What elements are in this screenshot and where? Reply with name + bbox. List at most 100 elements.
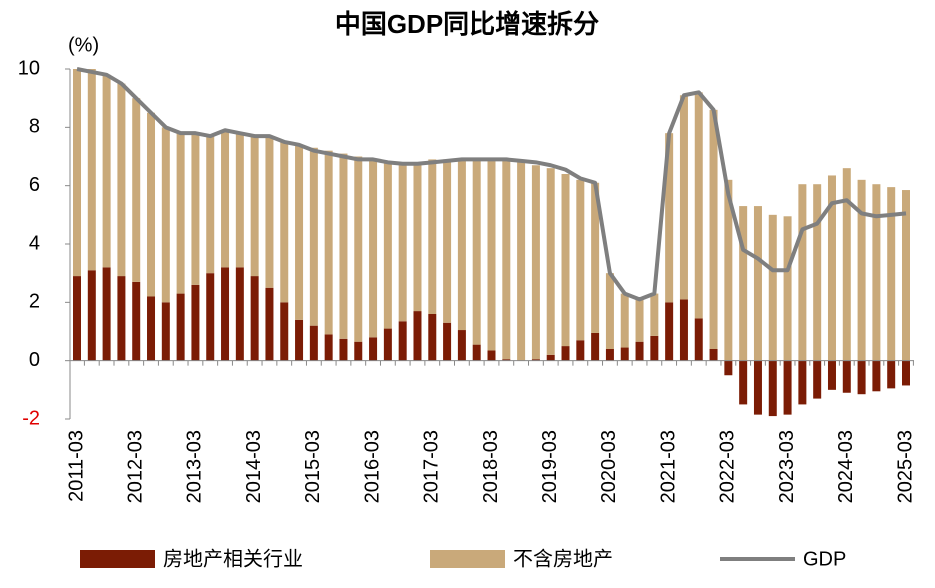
bar [472, 344, 481, 361]
bar [428, 159, 437, 314]
bar [591, 182, 600, 333]
bar [191, 133, 200, 285]
chart-title: 中国GDP同比增速拆分 [335, 9, 599, 39]
legend-swatch [80, 550, 155, 568]
y-unit: (%) [68, 34, 99, 56]
bar [739, 360, 748, 405]
bar [369, 159, 378, 338]
bar [531, 165, 540, 360]
legend-label: 不含房地产 [513, 547, 613, 570]
bar [902, 360, 910, 386]
bar [309, 325, 318, 361]
bar [842, 168, 851, 361]
y-tick-label: 8 [29, 116, 40, 138]
bar [679, 95, 688, 300]
bar [724, 360, 733, 376]
x-tick-label: 2025-03 [894, 430, 916, 503]
bar [324, 150, 333, 335]
bar [620, 347, 629, 361]
legend-label: 房地产相关行业 [163, 547, 303, 570]
bar [265, 136, 274, 288]
bar [546, 354, 555, 361]
bar [487, 350, 496, 361]
bar [857, 179, 866, 361]
x-tick-label: 2020-03 [598, 430, 620, 503]
bar [102, 267, 111, 361]
legend-label: GDP [803, 548, 846, 570]
bar [176, 293, 185, 361]
bar [768, 360, 777, 417]
bar [102, 74, 111, 268]
bar [783, 216, 792, 361]
bar [235, 267, 244, 361]
bar [635, 299, 644, 342]
bar [132, 98, 141, 282]
y-tick-label: 0 [29, 349, 40, 371]
bar [265, 287, 274, 361]
bar [87, 69, 96, 271]
y-tick-label: 4 [29, 232, 40, 254]
bar [739, 206, 748, 361]
bar [221, 130, 230, 268]
bar [398, 162, 407, 322]
x-tick-label: 2019-03 [539, 430, 561, 503]
bar [443, 159, 452, 323]
bar [280, 302, 289, 361]
bar [827, 360, 836, 390]
bar [753, 206, 762, 361]
bar [650, 293, 659, 336]
bar [206, 136, 215, 274]
x-tick-label: 2013-03 [184, 430, 206, 503]
bar [161, 302, 170, 361]
bar [872, 360, 881, 392]
x-tick-label: 2011-03 [65, 430, 87, 502]
bar [561, 346, 570, 361]
bar [813, 360, 822, 399]
bar [872, 184, 881, 361]
bar [324, 334, 333, 361]
bar [753, 360, 762, 415]
bar [813, 184, 822, 361]
bar [413, 162, 422, 312]
bar [605, 349, 614, 361]
y-tick-label: -2 [22, 407, 40, 429]
bar [724, 179, 733, 361]
bar [176, 133, 185, 294]
bar [546, 168, 555, 355]
bar [576, 340, 585, 361]
bar [369, 337, 378, 361]
bar [398, 321, 407, 361]
bar [887, 187, 896, 361]
bar [842, 360, 851, 393]
bar [517, 162, 526, 361]
bar [339, 153, 348, 339]
bar [117, 83, 126, 277]
x-tick-label: 2021-03 [657, 430, 679, 503]
y-tick-label: 6 [29, 174, 40, 196]
gdp-line [76, 67, 907, 302]
bar [650, 335, 659, 361]
bar [502, 359, 511, 361]
bar [857, 360, 866, 395]
x-tick-label: 2015-03 [302, 430, 324, 503]
bar [383, 162, 392, 329]
bar [561, 174, 570, 347]
bar [87, 270, 96, 361]
bar [605, 273, 614, 349]
bar [783, 360, 792, 415]
bar [902, 190, 910, 361]
x-tick-label: 2022-03 [717, 430, 739, 503]
bar [280, 141, 289, 303]
x-tick-label: 2023-03 [776, 430, 798, 503]
bar [576, 179, 585, 341]
bar [487, 159, 496, 351]
bar [457, 330, 466, 361]
y-tick-label: 2 [29, 291, 40, 313]
bar [694, 92, 703, 319]
x-tick-label: 2024-03 [835, 430, 857, 503]
x-tick-label: 2018-03 [480, 430, 502, 503]
bar [694, 318, 703, 361]
bar [206, 273, 215, 361]
bar [295, 319, 304, 361]
